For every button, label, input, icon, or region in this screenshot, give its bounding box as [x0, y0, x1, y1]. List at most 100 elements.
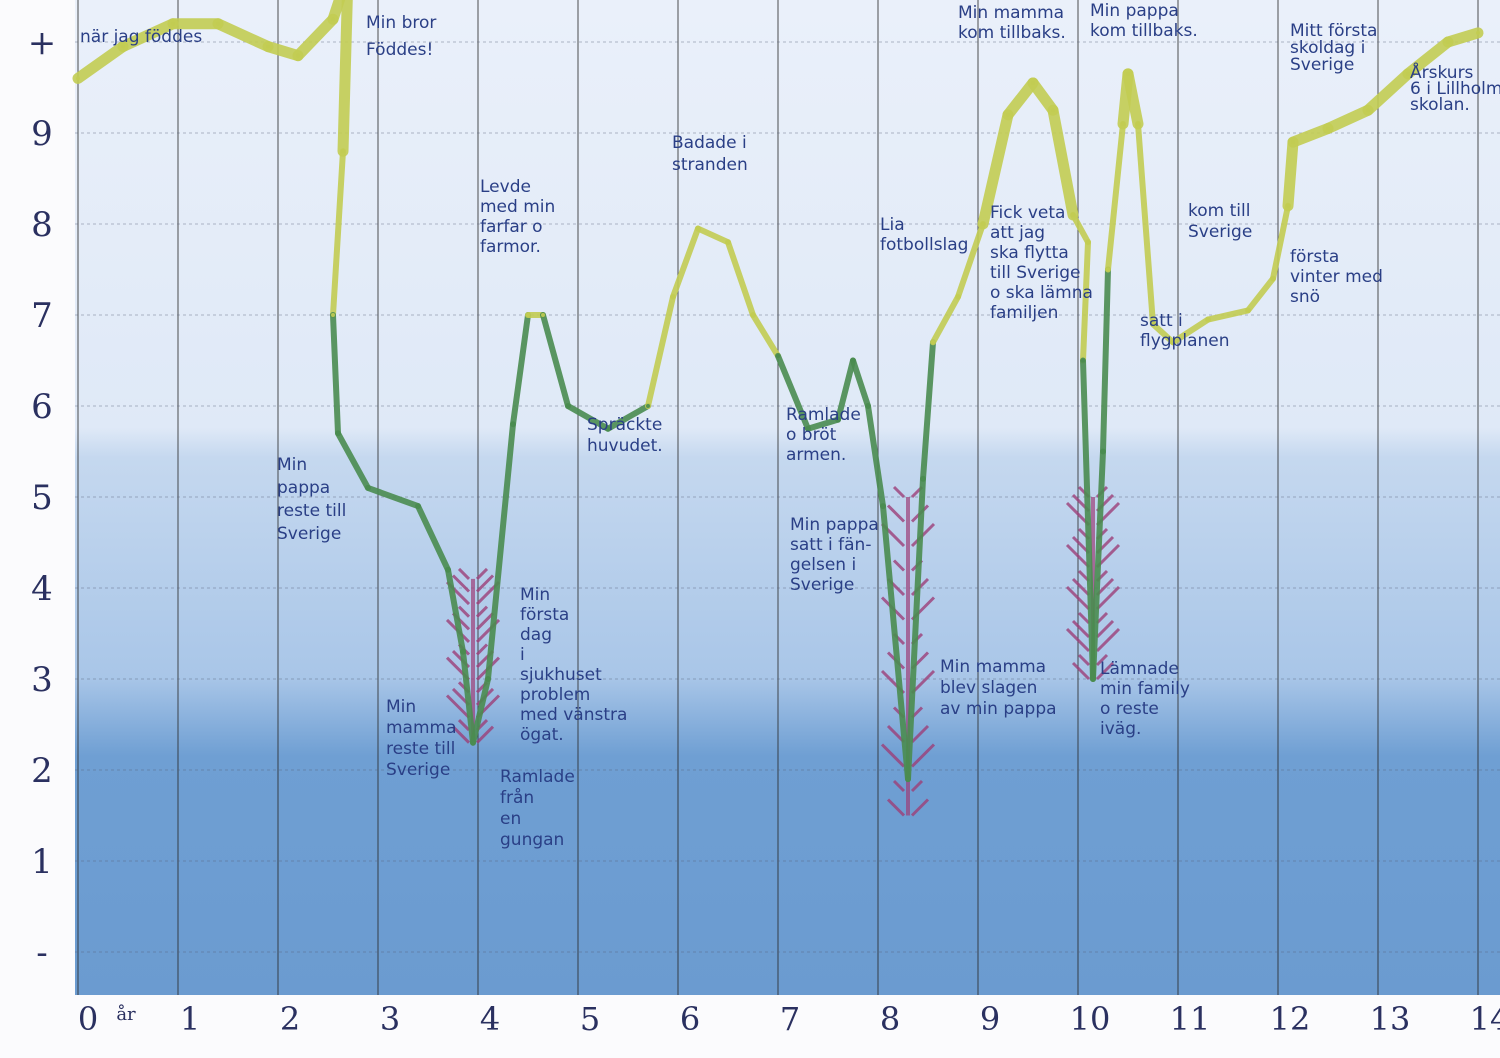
- series-segment: [470, 676, 491, 746]
- series-segment: [327, 0, 346, 25]
- shading-stroke: [1077, 611, 1091, 625]
- series-segment: [1027, 77, 1059, 116]
- series-segment: [1205, 307, 1251, 323]
- annotation-line: Sverige: [1188, 222, 1252, 242]
- series-segment: [645, 293, 676, 409]
- data-point: [696, 226, 700, 231]
- data-point: [76, 76, 80, 81]
- annotation-line: Sverige: [386, 760, 450, 780]
- annotation-line: Min: [277, 455, 307, 475]
- shading-stroke: [892, 485, 906, 499]
- annotation-line: farmor.: [480, 237, 541, 257]
- shading-stroke: [457, 605, 471, 618]
- data-point: [331, 313, 335, 317]
- series-segment: [977, 109, 1014, 230]
- annotation-line: satt i: [1140, 311, 1183, 331]
- data-point: [981, 222, 985, 226]
- annotation-line: första: [520, 605, 569, 625]
- x-axis: 01234567891011121314år: [78, 1000, 1500, 1038]
- series-segment: [330, 148, 346, 318]
- series-segment: [695, 225, 731, 246]
- series-segment: [1080, 357, 1096, 682]
- annotation-line: Mitt första: [1290, 21, 1377, 41]
- series-segment: [365, 484, 421, 510]
- annotation-line: att jag: [990, 223, 1045, 243]
- series-segment: [930, 293, 961, 346]
- annotation-line: flygplanen: [1140, 331, 1230, 351]
- series-segment: [605, 403, 651, 432]
- series-segment: [805, 416, 841, 432]
- annotation-line: Sverige: [790, 575, 854, 595]
- series-segment: [750, 312, 781, 359]
- data-point: [1086, 240, 1090, 245]
- series-segment: [1270, 202, 1291, 282]
- annotation-line: problem: [520, 685, 590, 705]
- data-point: [121, 44, 125, 49]
- data-point: [1081, 358, 1085, 363]
- data-point: [1366, 108, 1370, 113]
- x-tick-label: 7: [780, 1000, 800, 1038]
- y-tick-label: 5: [31, 478, 53, 518]
- data-point: [1286, 203, 1290, 208]
- data-point: [921, 476, 925, 481]
- shading-stroke: [1095, 627, 1121, 653]
- y-tick-label: 9: [31, 114, 53, 154]
- annotation-line: av min pappa: [940, 699, 1057, 719]
- data-point: [1051, 108, 1055, 113]
- shading-stroke: [1095, 585, 1121, 611]
- data-point: [1121, 121, 1125, 126]
- x-tick-label: 5: [580, 1000, 600, 1038]
- annotation-line: Min mamma: [958, 3, 1064, 23]
- data-point: [646, 404, 650, 408]
- data-point: [1326, 126, 1330, 131]
- data-point: [446, 567, 450, 572]
- annotation-line: Årskurs: [1410, 61, 1474, 83]
- annotation-line: ska flytta: [990, 243, 1069, 263]
- data-point: [171, 21, 175, 26]
- data-point: [1406, 71, 1410, 76]
- annotation-dad-left: Min pappa reste till Sverige: [277, 455, 346, 544]
- series-segment: [670, 225, 701, 300]
- shading-stroke: [475, 612, 495, 631]
- series-segment: [72, 41, 129, 84]
- annotation-line: familjen: [990, 303, 1058, 323]
- shading-stroke: [886, 798, 906, 817]
- y-tick-label: 7: [31, 296, 53, 336]
- shading-stroke: [910, 743, 936, 768]
- annotation-line: i: [520, 645, 525, 665]
- annotation-line: reste till: [386, 739, 455, 759]
- series-segment: [415, 503, 451, 573]
- y-axis: - 1 2 3 4 5 6 7 8 9 +: [28, 23, 57, 973]
- data-point: [726, 240, 730, 245]
- annotation-born: när jag föddes: [80, 27, 202, 47]
- data-point: [1446, 40, 1450, 44]
- shading-stroke: [475, 725, 495, 744]
- annotation-line: reste till: [277, 501, 346, 521]
- shading-stroke: [1095, 611, 1109, 625]
- annotation-line: kom till: [1188, 201, 1250, 221]
- annotation-line: en: [500, 809, 521, 829]
- series-segment: [485, 421, 516, 682]
- series-segment: [337, 0, 353, 157]
- data-point: [1106, 267, 1110, 272]
- y-tick-label: -: [36, 933, 48, 973]
- shading-stroke: [1065, 585, 1091, 611]
- annotation-line: armen.: [786, 445, 846, 465]
- series-segment: [1442, 27, 1484, 48]
- data-point: [1101, 449, 1105, 454]
- annotation-line: o ska lämna: [990, 283, 1093, 303]
- series-segment: [460, 648, 476, 746]
- series-segment: [330, 312, 341, 437]
- y-tick-label: 8: [31, 205, 53, 245]
- annotation-line: iväg.: [1100, 719, 1141, 739]
- annotation-line: Min: [386, 697, 416, 717]
- data-point: [1136, 121, 1140, 126]
- shading-stroke: [910, 798, 930, 817]
